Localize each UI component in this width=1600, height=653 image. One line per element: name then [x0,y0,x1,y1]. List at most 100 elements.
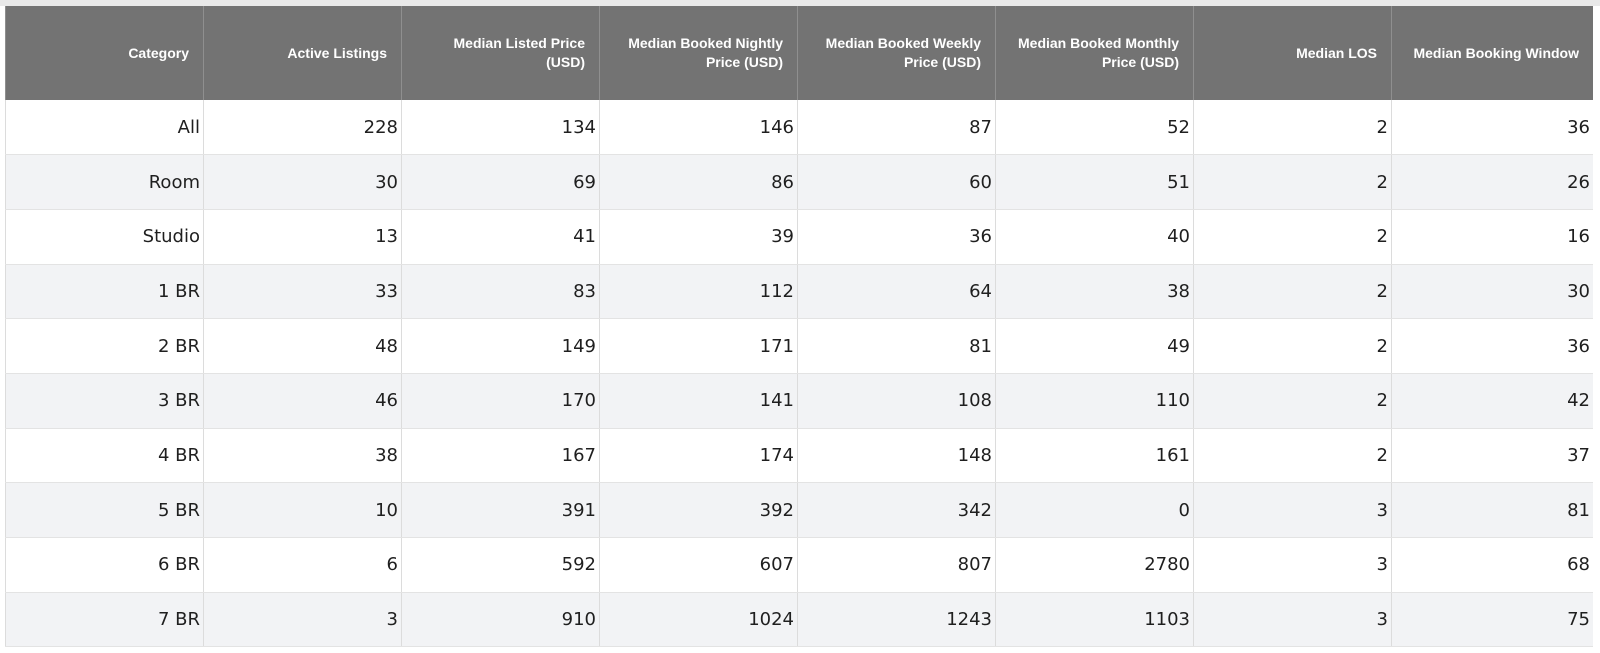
table-row: Studio 13 41 39 36 40 2 16 [5,209,1593,265]
top-strip [0,0,1600,6]
value-cell: 228 [203,100,402,156]
value-cell: 910 [401,592,600,648]
category-cell: 4 BR [5,428,204,484]
table-row: Room 30 69 86 60 51 2 26 [5,154,1593,210]
value-cell: 46 [203,373,402,429]
value-cell: 2 [1193,264,1392,320]
value-cell: 51 [995,154,1194,210]
value-cell: 592 [401,537,600,593]
header-active-listings[interactable]: Active Listings [203,6,402,100]
value-cell: 174 [599,428,798,484]
table-row: 3 BR 46 170 141 108 110 2 42 [5,373,1593,429]
table-row: 1 BR 33 83 112 64 38 2 30 [5,264,1593,320]
value-cell: 33 [203,264,402,320]
table-row: 7 BR 3 910 1024 1243 1103 3 75 [5,592,1593,648]
value-cell: 110 [995,373,1194,429]
value-cell: 36 [1391,100,1593,156]
value-cell: 0 [995,482,1194,538]
value-cell: 161 [995,428,1194,484]
header-median-listed-price[interactable]: Median Listed Price (USD) [401,6,600,100]
value-cell: 10 [203,482,402,538]
value-cell: 2 [1193,318,1392,374]
value-cell: 342 [797,482,996,538]
category-cell: All [5,100,204,156]
category-cell: 5 BR [5,482,204,538]
data-table-container: Category Active Listings Median Listed Pri… [5,6,1593,653]
table-row: All 228 134 146 87 52 2 36 [5,100,1593,156]
value-cell: 30 [203,154,402,210]
value-cell: 81 [797,318,996,374]
value-cell: 42 [1391,373,1593,429]
value-cell: 69 [401,154,600,210]
value-cell: 134 [401,100,600,156]
category-cell: 1 BR [5,264,204,320]
value-cell: 49 [995,318,1194,374]
category-cell: 3 BR [5,373,204,429]
table-row: 5 BR 10 391 392 342 0 3 81 [5,482,1593,538]
table-row: 4 BR 38 167 174 148 161 2 37 [5,428,1593,484]
value-cell: 170 [401,373,600,429]
header-row: Category Active Listings Median Listed Pri… [5,6,1593,100]
value-cell: 48 [203,318,402,374]
value-cell: 1103 [995,592,1194,648]
value-cell: 36 [1391,318,1593,374]
value-cell: 64 [797,264,996,320]
value-cell: 112 [599,264,798,320]
value-cell: 60 [797,154,996,210]
table-header: Category Active Listings Median Listed Pri… [5,6,1593,100]
category-cell: 2 BR [5,318,204,374]
value-cell: 171 [599,318,798,374]
value-cell: 146 [599,100,798,156]
value-cell: 86 [599,154,798,210]
value-cell: 148 [797,428,996,484]
value-cell: 2 [1193,373,1392,429]
value-cell: 40 [995,209,1194,265]
value-cell: 16 [1391,209,1593,265]
category-cell: Studio [5,209,204,265]
value-cell: 83 [401,264,600,320]
value-cell: 2 [1193,428,1392,484]
listings-table: Category Active Listings Median Listed Pri… [5,6,1593,648]
value-cell: 3 [1193,482,1392,538]
value-cell: 3 [1193,537,1392,593]
header-median-booked-monthly-price[interactable]: Median Booked Monthly Price (USD) [995,6,1194,100]
value-cell: 2 [1193,154,1392,210]
value-cell: 108 [797,373,996,429]
category-cell: 7 BR [5,592,204,648]
value-cell: 167 [401,428,600,484]
value-cell: 75 [1391,592,1593,648]
value-cell: 392 [599,482,798,538]
category-cell: 6 BR [5,537,204,593]
value-cell: 13 [203,209,402,265]
header-category[interactable]: Category [5,6,204,100]
value-cell: 81 [1391,482,1593,538]
value-cell: 87 [797,100,996,156]
value-cell: 38 [995,264,1194,320]
value-cell: 2 [1193,209,1392,265]
header-median-los[interactable]: Median LOS [1193,6,1392,100]
value-cell: 52 [995,100,1194,156]
value-cell: 26 [1391,154,1593,210]
value-cell: 2 [1193,100,1392,156]
value-cell: 38 [203,428,402,484]
header-median-booked-nightly-price[interactable]: Median Booked Nightly Price (USD) [599,6,798,100]
header-median-booking-window[interactable]: Median Booking Window [1391,6,1593,100]
value-cell: 1024 [599,592,798,648]
table-row: 6 BR 6 592 607 807 2780 3 68 [5,537,1593,593]
value-cell: 6 [203,537,402,593]
value-cell: 68 [1391,537,1593,593]
value-cell: 3 [1193,592,1392,648]
value-cell: 41 [401,209,600,265]
header-median-booked-weekly-price[interactable]: Median Booked Weekly Price (USD) [797,6,996,100]
value-cell: 30 [1391,264,1593,320]
value-cell: 607 [599,537,798,593]
category-cell: Room [5,154,204,210]
value-cell: 391 [401,482,600,538]
value-cell: 3 [203,592,402,648]
value-cell: 39 [599,209,798,265]
value-cell: 807 [797,537,996,593]
value-cell: 149 [401,318,600,374]
table-body: All 228 134 146 87 52 2 36 Room 30 69 86 60 51 2 26 Stud… [5,100,1593,648]
value-cell: 36 [797,209,996,265]
value-cell: 37 [1391,428,1593,484]
